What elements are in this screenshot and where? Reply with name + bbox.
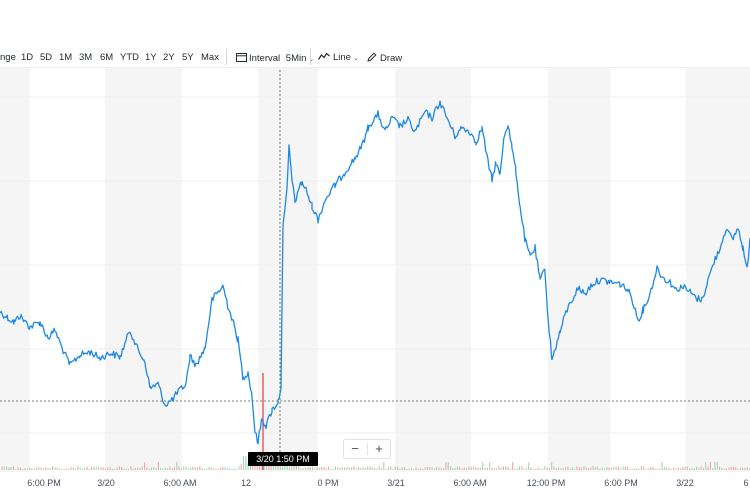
range-button-partial[interactable]: nge	[0, 52, 16, 63]
x-axis-label: 3/22	[676, 478, 694, 488]
x-axis-label: 6	[743, 478, 749, 488]
crosshair-time-label: 3/20 1:50 PM	[248, 452, 318, 466]
range-button-1y[interactable]: 1Y	[145, 52, 157, 63]
range-button-ytd[interactable]: YTD	[120, 52, 139, 63]
chart-type-label: Line	[333, 52, 351, 63]
range-button-3m[interactable]: 3M	[79, 52, 93, 63]
x-axis-label: 3/20	[97, 478, 115, 488]
range-button-5y[interactable]: 5Y	[182, 52, 194, 63]
range-button-2y[interactable]: 2Y	[163, 52, 175, 63]
x-axis-label: 6:00 AM	[453, 478, 487, 488]
x-axis-label: 6:00 AM	[163, 478, 197, 488]
draw-label: Draw	[380, 53, 403, 64]
line-chart-icon	[318, 52, 330, 60]
price-series-line	[0, 100, 750, 445]
x-axis-label: 3/21	[387, 478, 405, 488]
toolbar-divider	[310, 49, 311, 65]
chevron-down-icon: ⌄	[308, 56, 315, 63]
calendar-icon	[236, 53, 247, 62]
interval-dropdown[interactable]: Interval 5Min ⌄	[236, 52, 314, 64]
session-band	[105, 68, 182, 472]
x-axis-label: 12:00 PM	[526, 478, 566, 488]
chevron-down-icon: ⌄	[352, 55, 359, 62]
interval-label: Interval	[249, 53, 281, 64]
x-axis-label: 6:00 PM	[27, 478, 61, 488]
session-band	[548, 68, 610, 472]
session-band	[395, 68, 471, 472]
chart-toolbar: nge 1D 5D 1M 3M 6M YTD 1Y 2Y 5Y Max Inte…	[0, 44, 750, 72]
range-button-5d[interactable]: 5D	[40, 52, 53, 63]
horizontal-gridlines	[0, 96, 750, 434]
session-band	[0, 68, 30, 472]
session-band	[686, 68, 750, 472]
x-axis-label: 6:00 PM	[604, 478, 638, 488]
pencil-icon	[367, 52, 377, 62]
zoom-out-button[interactable]: −	[351, 441, 359, 456]
session-bands	[0, 68, 750, 472]
range-button-1d[interactable]: 1D	[21, 52, 34, 63]
draw-button[interactable]: Draw	[367, 52, 402, 64]
toolbar-divider	[226, 49, 227, 65]
x-axis-label: 0 PM	[317, 478, 339, 488]
x-axis-label: 12	[240, 478, 252, 488]
interval-value: 5Min	[285, 53, 307, 64]
range-button-1m[interactable]: 1M	[59, 52, 73, 63]
toolbar-rule	[0, 67, 750, 68]
zoom-in-button[interactable]: +	[375, 441, 383, 456]
range-button-6m[interactable]: 6M	[100, 52, 114, 63]
chart-type-dropdown[interactable]: Line ⌄	[318, 52, 359, 63]
range-button-max[interactable]: Max	[201, 52, 219, 63]
zoom-controls: − +	[343, 439, 391, 459]
zoom-divider	[367, 443, 368, 455]
price-chart[interactable]	[0, 68, 750, 472]
session-band	[258, 68, 318, 472]
